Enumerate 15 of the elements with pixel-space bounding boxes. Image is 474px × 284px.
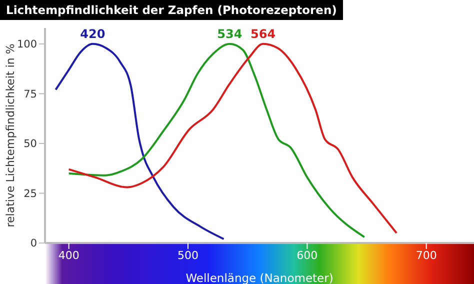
x-tick-label: 600 (296, 248, 318, 262)
y-tick-label: 25 (24, 188, 37, 200)
x-tick-label: 700 (416, 248, 437, 262)
y-tick-label: 75 (24, 88, 37, 100)
line-series (54, 42, 225, 240)
annotation: 534 (217, 26, 242, 41)
y-tick-label: 100 (16, 38, 37, 51)
y-tick-label: 50 (24, 138, 37, 150)
annotation: 564 (250, 26, 276, 41)
y-tick-label: 0 (30, 238, 37, 250)
y-axis-title: relative Lichtempfindlichkeit in % (4, 44, 17, 228)
x-tick-label: 500 (178, 248, 198, 262)
chart-title: Lichtempfindlichkeit der Zapfen (Photorezeptoren) (0, 0, 343, 20)
annotation: 420 (80, 26, 106, 41)
x-tick-label: 400 (58, 248, 80, 262)
